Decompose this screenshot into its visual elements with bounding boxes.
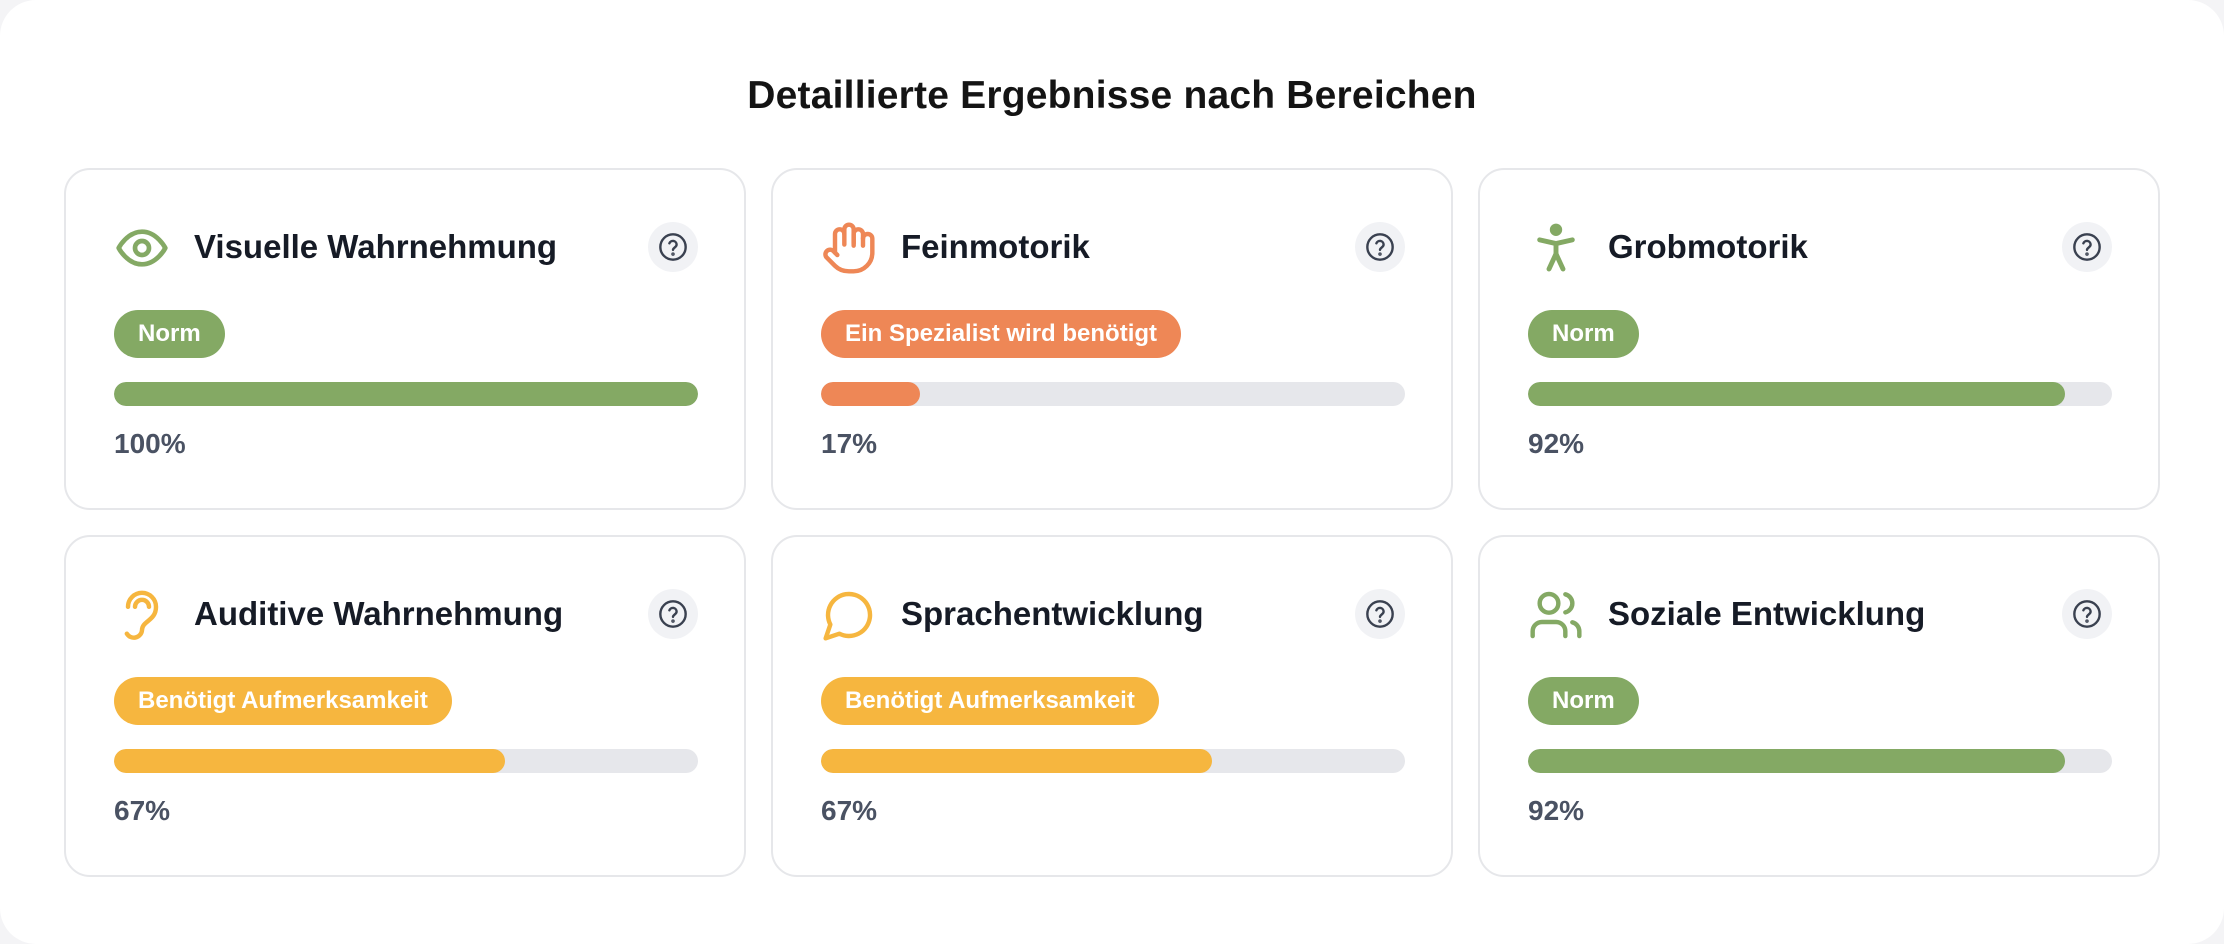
eye-icon — [114, 220, 170, 276]
speech-bubble-icon — [821, 587, 877, 643]
help-button[interactable] — [1355, 222, 1405, 272]
status-badge: Benötigt Aufmerksamkeit — [114, 677, 452, 725]
result-card-grobmotorik: Grobmotorik Norm 92% — [1478, 168, 2160, 510]
ear-icon — [114, 587, 170, 643]
card-title: Sprachentwicklung — [901, 595, 1204, 632]
percent-label: 67% — [114, 795, 171, 826]
result-card-soziale-entwicklung: Soziale Entwicklung Norm 92% — [1478, 535, 2160, 877]
percent-label: 92% — [1528, 428, 1585, 459]
question-circle-icon — [2073, 233, 2101, 261]
status-badge: Benötigt Aufmerksamkeit — [821, 677, 1159, 725]
progress-bar — [114, 749, 698, 773]
card-title: Feinmotorik — [901, 228, 1090, 265]
progress-bar — [1528, 382, 2112, 406]
progress-bar — [1528, 749, 2112, 773]
progress-bar-fill — [1528, 749, 2066, 773]
question-circle-icon — [2073, 600, 2101, 628]
help-button[interactable] — [648, 222, 698, 272]
question-circle-icon — [659, 600, 687, 628]
card-title: Soziale Entwicklung — [1608, 595, 1926, 632]
help-button[interactable] — [648, 589, 698, 639]
question-circle-icon — [659, 233, 687, 261]
progress-bar-fill — [114, 749, 506, 773]
person-icon — [1528, 220, 1584, 276]
status-badge: Norm — [1528, 677, 1639, 725]
page-title: Detaillierte Ergebnisse nach Bereichen — [747, 74, 1477, 117]
results-grid: Visuelle Wahrnehmung Norm 100% — [64, 168, 2160, 877]
percent-label: 92% — [1528, 795, 1585, 826]
question-circle-icon — [1366, 600, 1394, 628]
percent-label: 17% — [821, 428, 878, 459]
help-button[interactable] — [1355, 589, 1405, 639]
progress-bar — [821, 382, 1405, 406]
progress-bar — [821, 749, 1405, 773]
percent-label: 100% — [114, 428, 186, 459]
progress-bar-fill — [821, 749, 1213, 773]
help-button[interactable] — [2062, 222, 2112, 272]
progress-bar-fill — [114, 382, 698, 406]
progress-bar — [114, 382, 698, 406]
progress-bar-fill — [1528, 382, 2066, 406]
status-badge: Norm — [114, 310, 225, 358]
result-card-feinmotorik: Feinmotorik Ein Spezialist wird benötigt… — [771, 168, 1453, 510]
card-title: Grobmotorik — [1608, 228, 1808, 265]
result-card-auditive-wahrnehmung: Auditive Wahrnehmung Benötigt Aufmerksam… — [64, 535, 746, 877]
percent-label: 67% — [821, 795, 878, 826]
hand-icon — [821, 220, 877, 276]
users-icon — [1528, 587, 1584, 643]
result-card-sprachentwicklung: Sprachentwicklung Benötigt Aufmerksamkei… — [771, 535, 1453, 877]
progress-bar-fill — [821, 382, 921, 406]
result-card-visuelle-wahrnehmung: Visuelle Wahrnehmung Norm 100% — [64, 168, 746, 510]
card-title: Auditive Wahrnehmung — [194, 595, 564, 632]
question-circle-icon — [1366, 233, 1394, 261]
help-button[interactable] — [2062, 589, 2112, 639]
status-badge: Norm — [1528, 310, 1639, 358]
status-badge: Ein Spezialist wird benötigt — [821, 310, 1182, 358]
card-title: Visuelle Wahrnehmung — [194, 228, 558, 265]
